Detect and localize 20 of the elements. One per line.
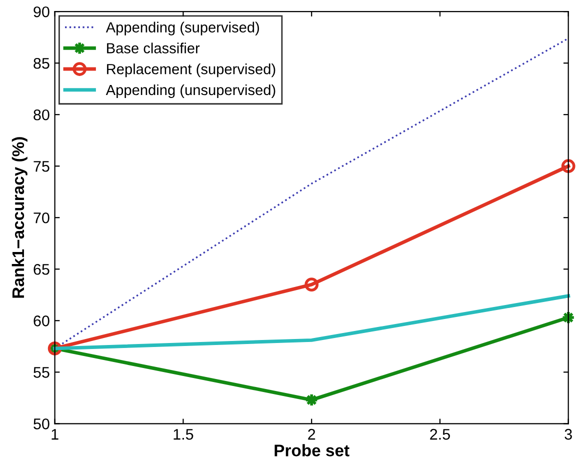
legend-label: Replacement (supervised) <box>107 64 276 78</box>
y-tick-label: 60 <box>34 315 50 326</box>
x-tick-label: 1 <box>52 429 58 440</box>
legend-label: Base classifier <box>107 42 200 54</box>
x-tick-label: 2.5 <box>430 428 450 440</box>
y-axis-title: Rank1−accuracy (%) <box>12 137 28 298</box>
y-tick-label: 65 <box>34 264 50 275</box>
y-tick-label: 85 <box>34 58 50 69</box>
x-tick-label: 2 <box>308 428 316 440</box>
x-tick-label: 1.5 <box>174 429 194 440</box>
y-tick-label: 90 <box>34 6 50 18</box>
x-tick-label: 3 <box>564 428 572 440</box>
y-tick-label: 75 <box>34 161 50 172</box>
y-tick-label: 50 <box>34 418 50 430</box>
legend-label: Appending (supervised) <box>106 22 259 36</box>
y-tick-label: 70 <box>34 212 50 224</box>
x-axis-title: Probe set <box>274 444 350 456</box>
legend-label: Appending (unsupervised) <box>106 84 276 98</box>
y-tick-label: 80 <box>34 109 50 120</box>
y-tick-label: 55 <box>34 367 50 378</box>
